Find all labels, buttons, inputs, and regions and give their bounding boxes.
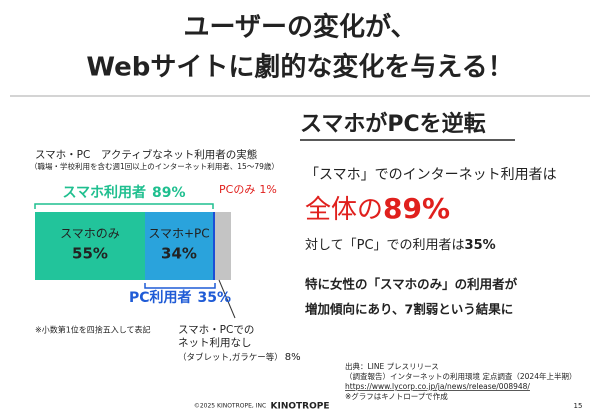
segment-value: 55% [72, 245, 108, 263]
summary-text: 特に女性の「スマホのみ」の利用者が [305, 277, 518, 292]
summary-text: 全体の89% [305, 192, 450, 225]
bar-segment [35, 212, 145, 280]
bracket-label: スマホ利用者 89% [62, 184, 185, 201]
source: （調査報告）インターネットの利用環境 定点調査（2024年上半期） [345, 371, 576, 381]
callout-line [218, 279, 236, 319]
bar-segment [215, 212, 231, 280]
bracket-label: PC利用者 35% [129, 289, 231, 306]
segment-label: ネット利用なし [178, 337, 252, 349]
summary-value: 89% [383, 192, 450, 225]
page-number: 15 [574, 402, 583, 410]
slide-title: Webサイトに劇的な変化を与える！ [86, 52, 513, 83]
segment-value: 1% [259, 183, 276, 196]
segment-label: PCのみ [219, 183, 255, 196]
summary-value: 35% [465, 238, 496, 253]
bracket-value: 89% [152, 185, 186, 201]
chart-subtitle: （職場・学校利用を含む週1回以上のインターネット利用者、15～79歳） [30, 161, 279, 171]
segment-label: スマホ+PC [148, 227, 209, 241]
bracket-label: PC利用者 [129, 289, 192, 306]
chart-title: スマホ・PC アクティブなネット利用者の実態 [35, 148, 257, 161]
summary-text: 「スマホ」でのインターネット利用者は [305, 167, 557, 183]
segment-note: （タブレット,ガラケー等） [178, 352, 283, 363]
summary-text: 全体の [305, 195, 383, 225]
summary-text: 増加傾向にあり、7割弱という結果に [305, 302, 513, 317]
segment-callout: PCのみ 1% [219, 183, 277, 196]
segment-label: スマホ・PCでの [178, 324, 254, 336]
summary-heading: スマホがPCを逆転 [300, 111, 486, 137]
logo: KINOTROPE [271, 402, 330, 412]
bracket-label: スマホ利用者 [62, 184, 146, 201]
bracket [34, 203, 214, 209]
segment-value: 8% [285, 352, 301, 363]
chart-note: ※小数第1位を四捨五入して表記 [35, 325, 151, 335]
segment-note: （タブレット,ガラケー等） 8% [178, 352, 301, 364]
bracket [144, 283, 216, 289]
summary-text: 対して「PC」での利用者は [305, 238, 465, 253]
bar-segment [145, 212, 213, 280]
source-link[interactable]: https://www.lycorp.co.jp/ja/news/release… [345, 382, 530, 391]
bar-segment [213, 212, 215, 280]
source: 出典：LINE プレスリリース [345, 361, 439, 371]
segment-value: 34% [161, 245, 197, 263]
slide-title: ユーザーの変化が、 [184, 12, 417, 43]
source: ※グラフはキノトロープで作成 [345, 391, 448, 401]
summary-text: 対して「PC」での利用者は35% [305, 238, 496, 253]
segment-label: スマホのみ [60, 227, 120, 241]
bracket-value: 35% [198, 290, 232, 306]
copyright: ©2025 KINOTROPE, INC [194, 403, 266, 410]
